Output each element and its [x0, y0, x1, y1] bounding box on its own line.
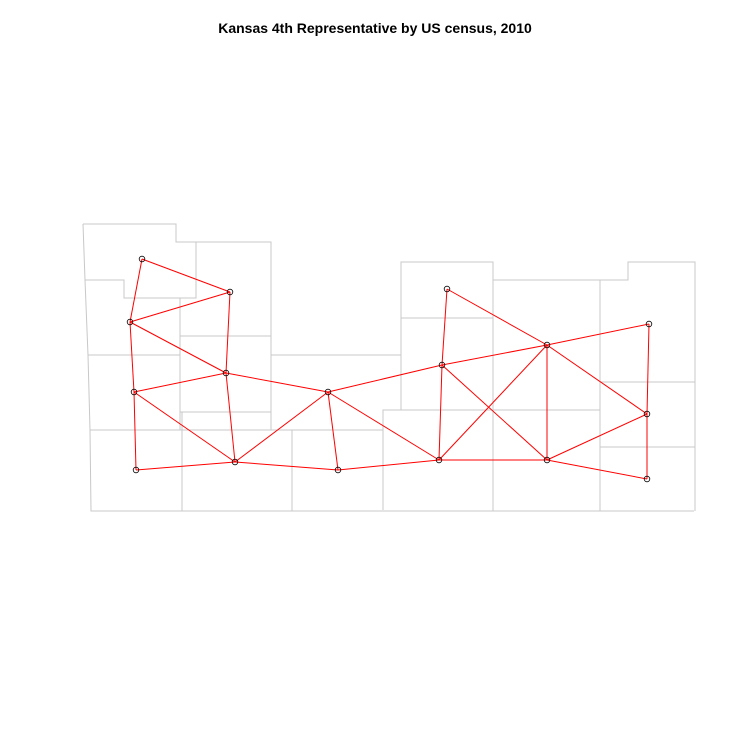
centroid-marker: [334, 466, 342, 474]
centroid-marker: [643, 475, 651, 483]
edge: [225, 372, 236, 463]
edge: [141, 258, 231, 293]
centroid-marker: [222, 369, 230, 377]
edge: [234, 461, 339, 471]
edge: [234, 391, 329, 463]
edge: [133, 391, 236, 463]
edge: [327, 391, 339, 471]
edge: [446, 288, 548, 346]
edge: [438, 364, 443, 461]
centroid-marker: [443, 285, 451, 293]
centroid-marker: [226, 288, 234, 296]
edge: [225, 291, 231, 374]
adjacency-edges: [129, 258, 650, 480]
edge: [327, 391, 440, 461]
edge: [441, 344, 548, 366]
centroid-marker: [138, 255, 146, 263]
edge: [438, 344, 548, 461]
edge: [133, 391, 137, 471]
edge: [129, 321, 227, 374]
county-boundary: [82, 223, 197, 299]
edge: [129, 291, 231, 323]
edge: [441, 288, 448, 366]
centroid-marker: [643, 410, 651, 418]
centroid-marker: [130, 388, 138, 396]
edge: [646, 323, 650, 415]
edge: [441, 364, 548, 461]
county-boundary: [270, 355, 402, 431]
edge: [133, 372, 227, 393]
centroid-marker: [132, 466, 140, 474]
edge: [546, 413, 648, 461]
centroid-marker: [435, 456, 443, 464]
edge: [546, 323, 650, 346]
centroid-marker: [645, 320, 653, 328]
centroid-marker: [231, 458, 239, 466]
county-boundary: [401, 261, 696, 511]
county-boundaries: [82, 223, 696, 512]
county-boundary: [179, 241, 272, 337]
county-boundary: [180, 335, 272, 413]
county-centroids: [126, 255, 653, 483]
centroid-marker: [543, 456, 551, 464]
edge: [337, 459, 440, 471]
centroid-marker: [438, 361, 446, 369]
edge: [129, 258, 143, 323]
edge: [327, 364, 443, 393]
edge: [225, 372, 329, 393]
county-boundary: [271, 261, 494, 356]
county-boundary: [84, 279, 181, 356]
edge: [546, 344, 648, 415]
centroid-marker: [126, 318, 134, 326]
county-boundary: [180, 429, 293, 511]
edge: [546, 459, 648, 480]
edge: [129, 321, 135, 393]
edge: [135, 461, 236, 471]
map-title: Kansas 4th Representative by US census, …: [218, 20, 532, 36]
centroid-marker: [324, 388, 332, 396]
centroid-marker: [543, 341, 551, 349]
